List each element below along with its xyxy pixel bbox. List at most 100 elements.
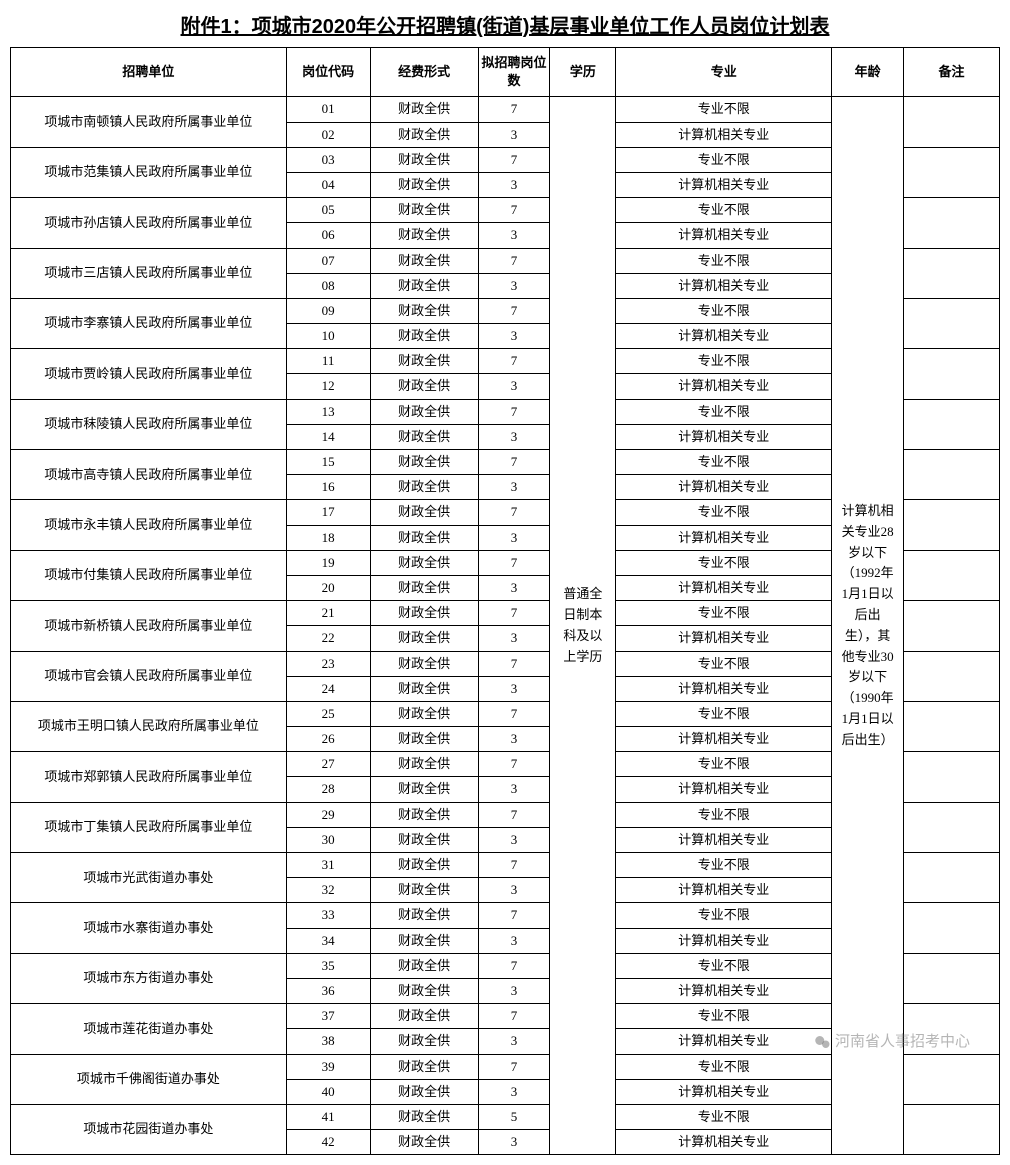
cell-fund: 财政全供: [370, 878, 478, 903]
cell-code: 03: [286, 147, 370, 172]
col-major: 专业: [616, 48, 832, 97]
cell-edu: 普通全日制本科及以上学历: [550, 97, 616, 1155]
cell-unit: 项城市永丰镇人民政府所属事业单位: [11, 500, 287, 550]
cell-code: 30: [286, 827, 370, 852]
cell-unit: 项城市贾岭镇人民政府所属事业单位: [11, 349, 287, 399]
cell-fund: 财政全供: [370, 172, 478, 197]
page-title: 附件1：项城市2020年公开招聘镇(街道)基层事业单位工作人员岗位计划表: [10, 10, 1000, 39]
cell-code: 02: [286, 122, 370, 147]
cell-code: 09: [286, 298, 370, 323]
cell-note: [904, 651, 1000, 701]
cell-note: [904, 802, 1000, 852]
cell-code: 06: [286, 223, 370, 248]
cell-count: 7: [478, 601, 550, 626]
cell-count: 3: [478, 575, 550, 600]
cell-unit: 项城市新桥镇人民政府所属事业单位: [11, 601, 287, 651]
cell-note: [904, 1104, 1000, 1154]
col-unit: 招聘单位: [11, 48, 287, 97]
cell-count: 7: [478, 298, 550, 323]
cell-count: 7: [478, 399, 550, 424]
cell-major: 计算机相关专业: [616, 676, 832, 701]
cell-unit: 项城市千佛阁街道办事处: [11, 1054, 287, 1104]
cell-note: [904, 601, 1000, 651]
cell-count: 7: [478, 701, 550, 726]
cell-code: 24: [286, 676, 370, 701]
cell-fund: 财政全供: [370, 575, 478, 600]
cell-note: [904, 853, 1000, 903]
cell-code: 11: [286, 349, 370, 374]
table-header-row: 招聘单位 岗位代码 经费形式 拟招聘岗位数 学历 专业 年龄 备注: [11, 48, 1000, 97]
cell-fund: 财政全供: [370, 853, 478, 878]
cell-code: 40: [286, 1079, 370, 1104]
cell-major: 专业不限: [616, 1004, 832, 1029]
cell-unit: 项城市莲花街道办事处: [11, 1004, 287, 1054]
cell-major: 计算机相关专业: [616, 475, 832, 500]
cell-count: 3: [478, 777, 550, 802]
cell-count: 3: [478, 424, 550, 449]
cell-fund: 财政全供: [370, 475, 478, 500]
cell-age: 计算机相关专业28岁以下（1992年1月1日以后出生），其他专业30岁以下（19…: [832, 97, 904, 1155]
cell-note: [904, 752, 1000, 802]
cell-fund: 财政全供: [370, 1130, 478, 1155]
cell-fund: 财政全供: [370, 676, 478, 701]
cell-count: 7: [478, 97, 550, 122]
cell-note: [904, 147, 1000, 197]
cell-major: 专业不限: [616, 1104, 832, 1129]
cell-code: 32: [286, 878, 370, 903]
cell-major: 专业不限: [616, 853, 832, 878]
cell-major: 专业不限: [616, 601, 832, 626]
cell-code: 33: [286, 903, 370, 928]
cell-major: 计算机相关专业: [616, 777, 832, 802]
cell-code: 27: [286, 752, 370, 777]
cell-fund: 财政全供: [370, 97, 478, 122]
cell-major: 专业不限: [616, 198, 832, 223]
cell-major: 计算机相关专业: [616, 928, 832, 953]
cell-count: 7: [478, 752, 550, 777]
cell-major: 专业不限: [616, 802, 832, 827]
cell-code: 10: [286, 324, 370, 349]
cell-fund: 财政全供: [370, 122, 478, 147]
cell-fund: 财政全供: [370, 651, 478, 676]
cell-count: 3: [478, 273, 550, 298]
cell-count: 7: [478, 1054, 550, 1079]
cell-unit: 项城市孙店镇人民政府所属事业单位: [11, 198, 287, 248]
cell-code: 31: [286, 853, 370, 878]
cell-count: 7: [478, 550, 550, 575]
cell-fund: 财政全供: [370, 827, 478, 852]
cell-fund: 财政全供: [370, 626, 478, 651]
cell-fund: 财政全供: [370, 1029, 478, 1054]
cell-note: [904, 248, 1000, 298]
cell-major: 计算机相关专业: [616, 172, 832, 197]
cell-unit: 项城市郑郭镇人民政府所属事业单位: [11, 752, 287, 802]
cell-fund: 财政全供: [370, 802, 478, 827]
cell-fund: 财政全供: [370, 1104, 478, 1129]
cell-code: 36: [286, 978, 370, 1003]
cell-fund: 财政全供: [370, 198, 478, 223]
cell-fund: 财政全供: [370, 273, 478, 298]
cell-count: 3: [478, 978, 550, 1003]
cell-count: 7: [478, 198, 550, 223]
cell-count: 5: [478, 1104, 550, 1129]
recruitment-table: 招聘单位 岗位代码 经费形式 拟招聘岗位数 学历 专业 年龄 备注 项城市南顿镇…: [10, 47, 1000, 1155]
cell-unit: 项城市光武街道办事处: [11, 853, 287, 903]
cell-count: 7: [478, 953, 550, 978]
cell-major: 计算机相关专业: [616, 324, 832, 349]
cell-code: 13: [286, 399, 370, 424]
cell-count: 3: [478, 676, 550, 701]
cell-count: 7: [478, 651, 550, 676]
cell-unit: 项城市付集镇人民政府所属事业单位: [11, 550, 287, 600]
cell-fund: 财政全供: [370, 1079, 478, 1104]
col-note: 备注: [904, 48, 1000, 97]
col-age: 年龄: [832, 48, 904, 97]
cell-count: 3: [478, 374, 550, 399]
cell-fund: 财政全供: [370, 953, 478, 978]
cell-major: 计算机相关专业: [616, 122, 832, 147]
cell-unit: 项城市东方街道办事处: [11, 953, 287, 1003]
cell-major: 专业不限: [616, 399, 832, 424]
cell-note: [904, 903, 1000, 953]
cell-fund: 财政全供: [370, 1004, 478, 1029]
cell-count: 3: [478, 172, 550, 197]
cell-fund: 财政全供: [370, 349, 478, 374]
cell-code: 17: [286, 500, 370, 525]
cell-count: 3: [478, 1079, 550, 1104]
